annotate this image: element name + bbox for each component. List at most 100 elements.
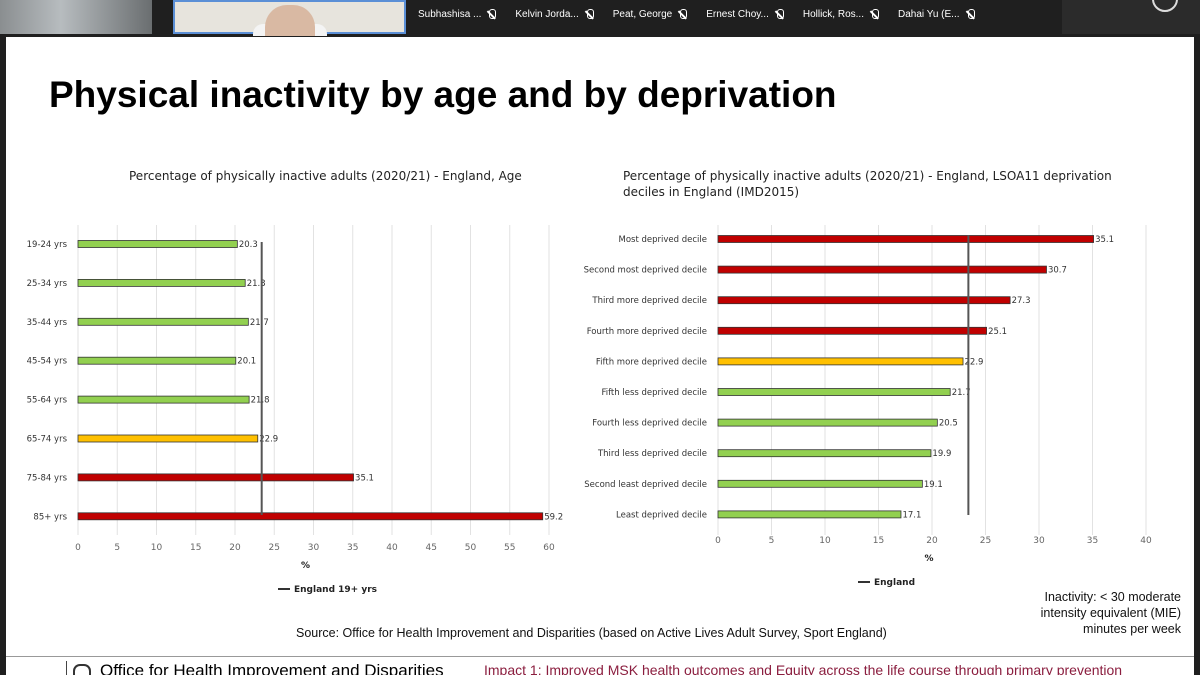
category-label: 35-44 yrs — [27, 318, 68, 328]
bar-red — [77, 512, 544, 521]
x-tick-label: 20 — [229, 543, 241, 553]
participant-2[interactable]: Kelvin Jorda... — [515, 6, 594, 22]
participant-4[interactable]: Ernest Choy... — [706, 6, 784, 22]
data-label: 21.8 — [251, 396, 270, 406]
data-label: 17.1 — [902, 510, 921, 520]
chart-title-age: Percentage of physically inactive adults… — [129, 169, 522, 183]
data-label: 19.9 — [932, 449, 951, 459]
mic-muted-icon — [775, 8, 784, 20]
legend-label: England 19+ yrs — [294, 585, 377, 595]
video-thumbnail-1[interactable] — [0, 0, 152, 34]
footer-divider — [6, 656, 1194, 657]
category-label: 85+ yrs — [33, 512, 67, 522]
mic-muted-icon — [678, 8, 688, 20]
royal-crest-icon — [66, 661, 92, 675]
bar-red — [77, 473, 354, 482]
data-label: 59.2 — [544, 512, 563, 522]
legend-label: England — [874, 578, 915, 588]
category-label: 25-34 yrs — [27, 279, 68, 289]
category-label: Second least deprived decile — [584, 480, 707, 490]
x-tick-label: 30 — [1033, 536, 1045, 546]
mic-muted-icon — [487, 8, 497, 20]
video-strip: Subhashisa ... Kelvin Jorda... Peat, Geo… — [0, 0, 1200, 37]
category-label: 19-24 yrs — [27, 240, 68, 250]
data-label: 27.3 — [1012, 296, 1031, 306]
data-label: 25.1 — [988, 327, 1007, 337]
x-tick-label: 10 — [151, 543, 163, 553]
bar-green — [77, 240, 238, 248]
speaker-face — [265, 5, 315, 36]
bar-green — [77, 317, 249, 326]
participant-list: Subhashisa ... Kelvin Jorda... Peat, Geo… — [418, 6, 994, 22]
x-tick-label: 50 — [465, 543, 477, 553]
participant-name: Dahai Yu (E... — [897, 8, 960, 20]
footer-impact-statement: Impact 1: Improved MSK health outcomes a… — [484, 662, 1123, 675]
x-tick-label: 15 — [190, 543, 201, 553]
category-label: Third less deprived decile — [597, 449, 707, 459]
category-label: Least deprived decile — [616, 510, 707, 520]
bar-green — [717, 449, 932, 458]
charts-canvas: 0 5 10 15 20 25 30 35 40 45 50 55 60%19-24 yrs 20.325… — [27, 225, 1152, 595]
bar-green — [717, 418, 938, 427]
bar-green — [717, 388, 951, 396]
participant-5[interactable]: Hollick, Ros... — [803, 6, 879, 22]
avatar-circle-icon — [1152, 0, 1178, 12]
x-tick-label: 55 — [504, 543, 515, 553]
x-axis-label: % — [924, 554, 933, 564]
mic-muted-icon — [585, 8, 594, 20]
category-label: Third more deprived decile — [591, 296, 707, 306]
mic-muted-icon — [966, 8, 975, 20]
data-label: 20.5 — [939, 419, 958, 429]
footer-organisation: Office for Health Improvement and Dispar… — [100, 661, 444, 675]
bar-green — [77, 395, 250, 404]
category-label: Fifth more deprived decile — [596, 357, 707, 367]
x-tick-label: 45 — [426, 543, 437, 553]
category-label: 45-54 yrs — [27, 357, 68, 367]
bar-red — [717, 296, 1011, 305]
participant-3[interactable]: Peat, George — [612, 6, 688, 22]
category-label: 65-74 yrs — [27, 435, 68, 445]
x-tick-label: 60 — [543, 543, 555, 553]
participant-name: Hollick, Ros... — [802, 8, 864, 20]
data-label: 30.7 — [1048, 266, 1067, 276]
mic-muted-icon — [870, 8, 879, 20]
slide-title: Physical inactivity by age and by depriv… — [49, 74, 837, 115]
bar-green — [77, 356, 237, 365]
participant-1[interactable]: Subhashisa ... — [418, 6, 497, 22]
bar-red — [717, 326, 987, 335]
video-thumbnail-active-speaker[interactable] — [173, 0, 406, 36]
participant-name: Ernest Choy... — [706, 8, 769, 20]
participant-name: Subhashisa ... — [418, 8, 482, 20]
category-label: Fourth more deprived decile — [587, 327, 707, 337]
x-tick-label: 20 — [926, 536, 938, 546]
inactivity-definition-note: Inactivity: < 30 moderate intensity equi… — [1040, 590, 1181, 636]
x-tick-label: 0 — [75, 543, 81, 553]
x-tick-label: 40 — [1140, 536, 1152, 546]
participant-6[interactable]: Dahai Yu (E... — [898, 6, 975, 22]
category-label: 75-84 yrs — [27, 473, 68, 483]
category-label: Fourth less deprived decile — [592, 419, 707, 429]
bar-green — [77, 278, 246, 287]
video-thumbnail-self[interactable] — [1062, 0, 1200, 34]
participant-name: Peat, George — [612, 8, 673, 20]
bar-red — [717, 235, 1094, 243]
x-tick-label: 15 — [873, 536, 884, 546]
bar-green — [717, 479, 923, 488]
data-label: 19.1 — [924, 480, 943, 490]
category-label: Second most deprived decile — [584, 266, 707, 276]
category-label: Most deprived decile — [619, 235, 707, 245]
data-label: 22.9 — [259, 435, 278, 445]
presentation-slide: Physical inactivity by age and by depriv… — [6, 37, 1194, 675]
data-label: 22.9 — [965, 357, 984, 367]
bar-green — [717, 510, 902, 519]
chart-title-deprivation: Percentage of physically inactive adults… — [623, 169, 1112, 199]
x-tick-label: 0 — [715, 536, 721, 546]
data-label: 20.1 — [237, 357, 256, 367]
x-tick-label: 25 — [980, 536, 991, 546]
category-label: 55-64 yrs — [27, 396, 68, 406]
x-tick-label: 25 — [269, 543, 280, 553]
x-tick-label: 5 — [114, 543, 120, 553]
data-label: 21.7 — [952, 388, 971, 398]
x-tick-label: 35 — [347, 543, 358, 553]
x-axis-label: % — [301, 561, 310, 571]
